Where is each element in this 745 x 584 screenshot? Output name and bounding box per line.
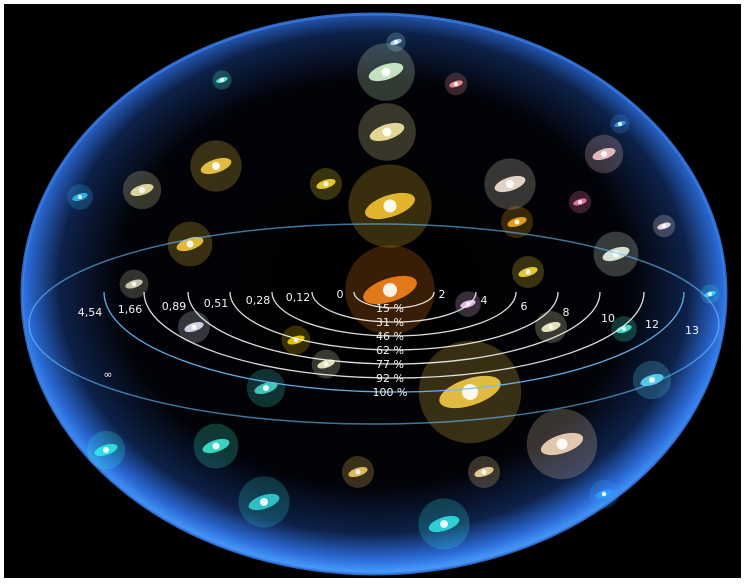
distance-label: 4: [481, 294, 488, 307]
redshift-label: 1,66: [118, 303, 143, 316]
galaxy-3: [348, 164, 432, 248]
galaxy-31: [610, 114, 630, 134]
galaxy-37: [700, 284, 720, 304]
universe-sphere-diagram: 0 2 15 % 0,12 4 31 % 0,28 6 46 % 0,51 8 62 % 0,89 10 7…: [20, 12, 728, 576]
redshift-label: 0,89: [162, 300, 187, 313]
galaxy-26: [238, 476, 290, 528]
ring-6: [103, 291, 685, 393]
galaxy-17: [468, 456, 500, 488]
galaxy-21: [584, 134, 624, 174]
galaxy-6: [167, 221, 213, 267]
galaxy-30: [212, 70, 232, 90]
galaxy-32: [632, 360, 672, 400]
galaxy-0: [357, 43, 415, 101]
ring-4: [187, 291, 601, 365]
galaxy-27: [418, 498, 470, 550]
galaxy-34: [119, 269, 149, 299]
percent-label: 100 %: [373, 386, 408, 399]
percent-label: 62 %: [376, 344, 404, 357]
horizon-line: [28, 223, 720, 425]
galaxy-5: [122, 170, 162, 210]
galaxy-22: [568, 190, 592, 214]
galaxy-9: [593, 231, 639, 277]
galaxy-2: [358, 103, 416, 161]
galaxy-14: [418, 340, 522, 444]
galaxy-7: [484, 158, 536, 210]
galaxy-24: [444, 72, 468, 96]
redshift-label: 0: [337, 288, 344, 301]
redshift-label: 0,28: [246, 294, 271, 307]
redshift-label: 0,51: [204, 297, 229, 310]
galaxy-15: [526, 408, 598, 480]
percent-label: 92 %: [376, 372, 404, 385]
percent-label: 77 %: [376, 358, 404, 371]
galaxy-10: [512, 256, 544, 288]
distance-label: 10: [601, 312, 615, 325]
distance-label: 8: [563, 306, 570, 319]
ring-2: [271, 291, 517, 337]
ring-3: [229, 291, 559, 351]
galaxy-18: [281, 325, 311, 355]
galaxy-11: [345, 245, 435, 335]
infinity-label: ∞: [103, 368, 112, 381]
galaxy-38: [386, 32, 406, 52]
galaxy-28: [86, 430, 126, 470]
ring-labels: 0 2 15 % 0,12 4 31 % 0,28 6 46 % 0,51 8 62 % 0,89 10 7…: [78, 288, 699, 399]
distance-label: 6: [521, 300, 528, 313]
galaxy-12: [455, 291, 481, 317]
distance-label: 13: [685, 324, 699, 337]
galaxy-16: [342, 456, 374, 488]
redshift-label: 0,12: [286, 291, 311, 304]
redshift-label: 4,54: [78, 306, 103, 319]
galaxy-36: [652, 214, 676, 238]
percent-label: 31 %: [376, 316, 404, 329]
ring-0: [353, 291, 435, 309]
galaxy-23: [611, 316, 637, 342]
distance-rings: [103, 291, 685, 393]
galaxy-19: [178, 311, 210, 343]
percent-label: 15 %: [376, 302, 404, 315]
galaxy-20: [246, 368, 286, 408]
galaxy-4: [310, 168, 342, 200]
distance-label: 2: [439, 288, 446, 301]
ring-5: [143, 291, 645, 379]
ring-1: [311, 291, 477, 323]
distance-label: 12: [645, 318, 659, 331]
sphere-rim: [20, 12, 728, 576]
sky-sphere-image: 0 2 15 % 0,12 4 31 % 0,28 6 46 % 0,51 8 62 % 0,89 10 7…: [4, 4, 741, 578]
galaxy-29: [67, 184, 93, 210]
galaxy-1: [190, 140, 242, 192]
galaxy-35: [311, 349, 341, 379]
galaxy-25: [193, 423, 239, 469]
percent-label: 46 %: [376, 330, 404, 343]
galaxy-8: [501, 206, 533, 238]
galaxy-33: [589, 479, 619, 509]
